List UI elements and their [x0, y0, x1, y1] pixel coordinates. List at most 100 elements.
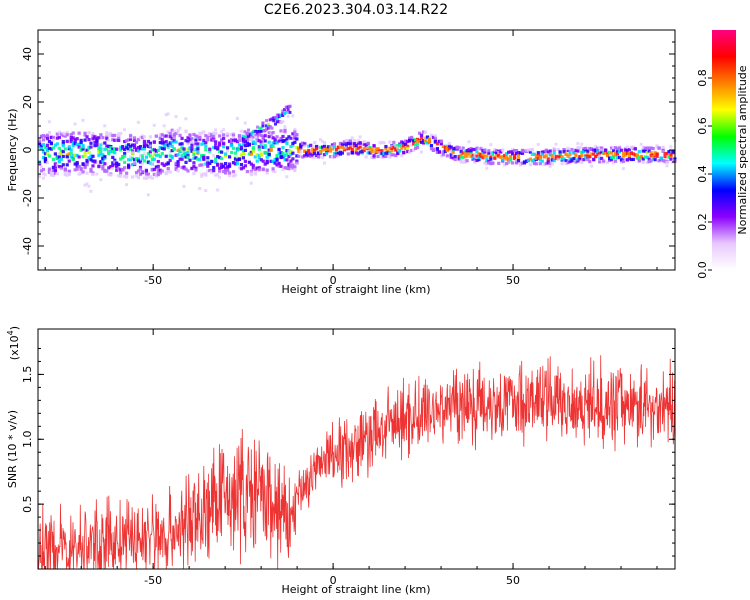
spectrogram-cell: [51, 135, 55, 140]
spectrogram-cell: [178, 149, 182, 154]
spectrogram-cell: [142, 176, 147, 180]
spectrogram-cell: [281, 146, 285, 150]
spectrogram-cell: [546, 157, 550, 161]
spectrogram-cell: [208, 168, 212, 173]
spectrogram-cell: [119, 171, 123, 175]
spectrogram-cell: [485, 162, 489, 166]
spectrogram-cell: [89, 189, 93, 193]
spectrogram-cell: [220, 130, 224, 134]
spectrogram-cell: [69, 151, 73, 155]
spectrogram-cell: [509, 154, 513, 159]
spectrogram-cell: [101, 159, 105, 163]
spectrogram-cell: [47, 139, 52, 144]
spectrogram-cell: [627, 157, 631, 161]
spectrogram-cell: [206, 164, 210, 168]
spectrogram-cell: [245, 137, 249, 141]
spectrogram-cell: [332, 142, 337, 146]
spectrogram-cell: [222, 169, 226, 174]
spectrogram-cell: [214, 146, 218, 150]
spectrogram-cell: [461, 160, 465, 164]
spectrogram-cell: [514, 152, 519, 156]
spectrogram-cell: [291, 141, 295, 145]
spectrogram-cell: [479, 147, 483, 151]
spectrogram-cell: [344, 139, 348, 143]
spectrogram-cell: [200, 163, 204, 167]
spectrogram-ticks: -50 0 50 -40 -20 0 20 40: [21, 29, 675, 287]
spectrogram-cell: [463, 158, 467, 162]
spectrogram-cell: [176, 164, 180, 168]
spectrogram-cell: [239, 167, 244, 171]
spectrogram-cell: [348, 142, 352, 146]
spectrogram-cell: [87, 131, 91, 135]
spectrogram-cell: [358, 145, 362, 149]
spectrogram-cell: [437, 139, 441, 144]
spectrogram-cell: [433, 134, 437, 138]
spectrogram-cell: [275, 135, 279, 139]
spectrogram-cell: [550, 158, 554, 162]
spectrogram-cell: [598, 156, 602, 160]
spectrogram-cell: [285, 141, 289, 145]
colorbar: 0.0 0.2 0.4 0.6 0.8 Normalized spectral ampl…: [696, 30, 749, 279]
spectrogram-cell: [600, 150, 604, 154]
spectrogram-cell: [352, 138, 356, 143]
spectrogram-cell: [257, 126, 261, 130]
spectrogram-cell: [184, 160, 188, 164]
spectrogram-cell: [150, 148, 154, 152]
spectrogram-cell: [138, 154, 142, 158]
spectrogram-cell: [69, 136, 73, 140]
spectrogram-cell: [170, 144, 174, 148]
spectrogram-cell: [241, 134, 245, 138]
spectrogram-x-tick-label: -50: [144, 274, 162, 287]
spectrogram-cell: [121, 146, 125, 150]
spectrogram-cell: [406, 150, 410, 154]
spectrogram-cell: [435, 150, 439, 154]
spectrogram-cell: [655, 154, 659, 158]
spectrogram-cell: [154, 172, 158, 176]
spectrogram-cell: [158, 133, 162, 137]
spectrogram-cell: [222, 164, 226, 168]
spectrogram-cell: [123, 151, 127, 156]
spectrogram-cell: [313, 151, 317, 155]
spectrogram-cell: [338, 141, 343, 146]
spectrogram-cell: [326, 147, 331, 151]
spectrogram-cell: [340, 151, 344, 155]
spectrogram-cell: [451, 156, 455, 160]
spectrogram-cell: [241, 137, 245, 141]
spectrogram-cell: [493, 150, 497, 154]
spectrogram-cell: [257, 129, 261, 133]
spectrogram-cell: [231, 170, 236, 174]
spectrogram-cell: [320, 155, 325, 159]
spectrogram-cell: [251, 166, 255, 170]
spectrogram-cell: [168, 132, 172, 136]
spectrogram-cell: [629, 151, 633, 155]
spectrogram-cell: [346, 139, 350, 143]
spectrogram-cell: [286, 108, 290, 112]
spectrogram-cell: [113, 160, 117, 164]
spectrogram-cell: [518, 151, 523, 155]
spectrogram-cell: [79, 168, 83, 172]
spectrogram-cell: [192, 153, 196, 157]
spectrogram-cell: [184, 167, 188, 171]
spectrogram-cell: [194, 134, 198, 138]
spectrogram-cell: [469, 146, 473, 151]
spectrogram-cell: [57, 155, 61, 159]
spectrogram-cell: [63, 147, 67, 151]
spectrogram-cell: [309, 154, 313, 158]
spectrogram-cell: [186, 147, 190, 151]
spectrogram-cell: [574, 160, 578, 164]
spectrogram-cell: [218, 166, 222, 171]
spectrogram-cell: [384, 151, 388, 155]
spectrogram-cell: [235, 116, 239, 120]
spectrogram-cell: [115, 138, 119, 142]
spectrogram-cell: [352, 141, 356, 145]
spectrogram-cell: [208, 132, 212, 137]
spectrogram-cell: [356, 141, 360, 145]
spectrogram-cell: [235, 158, 240, 162]
spectrogram-cell: [421, 139, 426, 143]
spectrogram-cell: [128, 155, 132, 159]
spectrogram-cell: [311, 150, 315, 154]
spectrogram-cell: [469, 154, 473, 158]
spectrogram-cell: [123, 166, 127, 170]
spectrogram-cell: [390, 144, 394, 148]
spectrogram-cell: [471, 153, 475, 157]
